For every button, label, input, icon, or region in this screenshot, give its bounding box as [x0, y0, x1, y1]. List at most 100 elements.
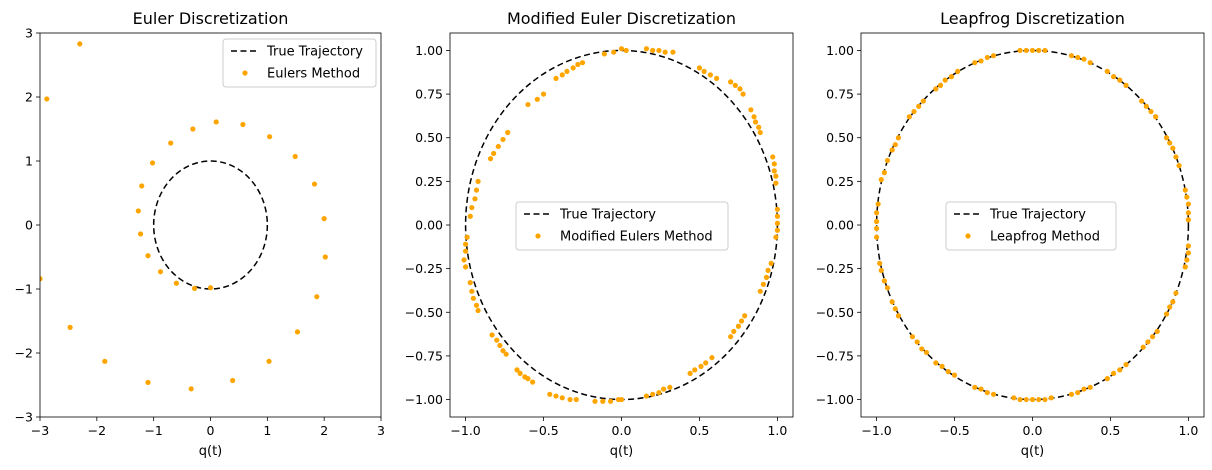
x-tick-label: 1: [263, 423, 271, 438]
data-point: [774, 213, 781, 219]
data-point: [145, 253, 151, 259]
data-point: [475, 178, 481, 184]
chart-title: Leapfrog Discretization: [940, 9, 1125, 28]
data-point: [1123, 82, 1129, 88]
legend-box: [222, 38, 377, 88]
data-point: [914, 339, 920, 345]
plot-area: [461, 46, 781, 404]
data-point: [757, 288, 763, 294]
data-point: [553, 393, 559, 399]
data-point: [102, 358, 108, 364]
x-tick-label: 3: [377, 423, 385, 438]
data-point: [774, 220, 781, 226]
data-point: [742, 313, 748, 319]
data-point: [607, 398, 614, 404]
data-point: [1017, 47, 1023, 54]
data-point: [773, 173, 779, 179]
legend-label: True Trajectory: [266, 45, 363, 60]
data-point: [579, 60, 586, 66]
data-point: [1145, 339, 1151, 345]
data-point: [1017, 396, 1023, 403]
true-trajectory-line: [152, 160, 269, 290]
legend: True Trajectory Leapfrog Method: [945, 201, 1117, 251]
data-point: [500, 348, 506, 354]
data-point: [267, 134, 273, 140]
data-point: [881, 170, 887, 176]
data-point: [1167, 140, 1173, 146]
y-tick-label: −0.75: [405, 348, 443, 363]
data-point: [972, 60, 978, 66]
data-point: [1153, 114, 1159, 120]
data-point: [573, 396, 579, 403]
data-point: [951, 372, 958, 378]
y-tick-label: 0: [25, 218, 33, 233]
data-point: [933, 86, 939, 92]
data-point: [752, 119, 759, 125]
legend: True Trajectory Modified Eulers Method: [515, 201, 729, 251]
data-point: [1149, 334, 1156, 340]
data-point: [294, 329, 301, 335]
data-point: [1184, 257, 1190, 263]
data-point: [462, 264, 469, 270]
data-point: [168, 140, 174, 146]
x-tick-label: 1.0: [1178, 423, 1198, 438]
data-point: [760, 281, 766, 287]
data-point: [190, 126, 196, 132]
data-point: [530, 379, 536, 385]
x-tick-label: −0.5: [528, 423, 558, 438]
data-point: [895, 135, 902, 141]
y-tick-label: −0.25: [405, 261, 443, 276]
data-point: [1154, 328, 1160, 335]
data-point: [1042, 47, 1048, 54]
data-point: [703, 360, 709, 366]
data-point: [570, 65, 576, 71]
x-axis-label: q(t): [199, 444, 223, 459]
y-tick-label: −0.25: [816, 261, 854, 276]
y-tick-label: −1: [15, 282, 33, 297]
x-tick-label: −1.0: [450, 423, 480, 438]
data-point: [188, 386, 194, 392]
data-point: [728, 79, 734, 85]
x-tick-label: 0.0: [1023, 423, 1043, 438]
data-point: [1167, 304, 1173, 310]
data-point: [618, 396, 625, 403]
data-point: [735, 323, 742, 329]
data-point: [467, 213, 473, 219]
data-point: [1143, 103, 1149, 109]
data-point: [892, 142, 898, 148]
data-point: [623, 47, 629, 54]
data-point: [773, 180, 779, 186]
data-point: [1185, 201, 1192, 207]
data-point: [497, 342, 503, 349]
legend-marker-swatch: [965, 233, 971, 239]
data-point: [314, 294, 320, 300]
data-point: [895, 313, 902, 319]
legend-label: Modified Eulers Method: [560, 230, 713, 245]
data-point: [768, 260, 774, 266]
data-point: [731, 328, 737, 335]
data-point: [732, 82, 738, 88]
data-point: [1176, 163, 1182, 169]
data-point: [1075, 389, 1081, 396]
data-point: [643, 46, 650, 52]
data-point: [884, 157, 891, 164]
data-point: [945, 369, 951, 375]
data-point: [489, 332, 495, 338]
data-point: [67, 324, 73, 330]
data-point: [972, 384, 978, 390]
data-point: [292, 153, 298, 160]
data-point: [873, 225, 880, 232]
data-point: [494, 337, 500, 343]
data-point: [937, 82, 944, 88]
x-axis-label: q(t): [610, 444, 634, 459]
data-point: [517, 370, 523, 376]
y-tick-label: 0.00: [826, 218, 854, 233]
data-point: [470, 295, 476, 301]
data-point: [757, 129, 763, 136]
data-point: [650, 391, 656, 397]
x-tick-label: 0.5: [1101, 423, 1121, 438]
data-point: [984, 54, 990, 61]
data-point: [567, 396, 573, 403]
data-point: [660, 386, 667, 392]
